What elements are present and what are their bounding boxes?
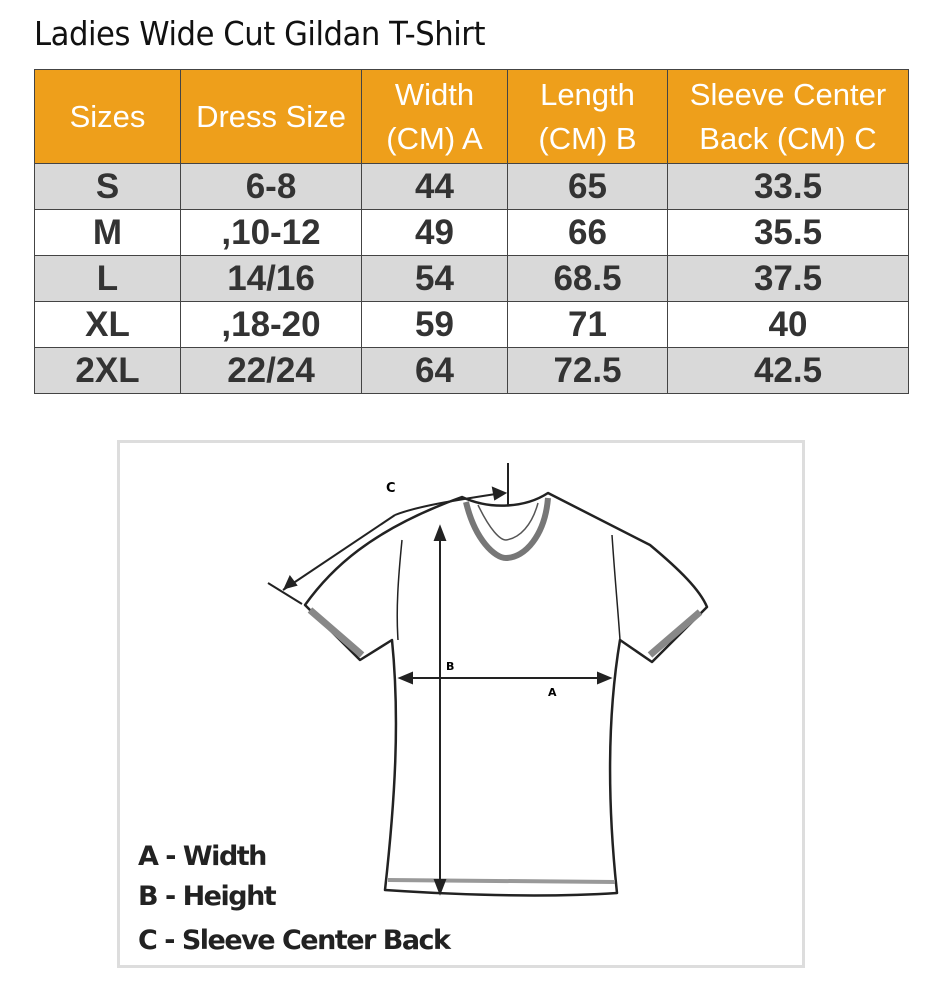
cell-sleeve: 40: [667, 301, 909, 348]
cell-sleeve: 33.5: [667, 163, 909, 210]
tshirt-collar-inner: [477, 502, 539, 541]
tshirt-illustration: C B A: [267, 463, 709, 897]
legend-a: A - Width: [138, 841, 267, 872]
left-sleeve-hem: [307, 607, 365, 658]
legend-c: C - Sleeve Center Back: [138, 925, 451, 956]
measure-line-c: [282, 514, 396, 591]
cell-length: 68.5: [507, 255, 668, 302]
cell-width: 54: [361, 255, 508, 302]
size-chart-table: Sizes Dress Size Width (CM) A Length (CM…: [34, 69, 909, 394]
header-sleeve: Sleeve Center Back (CM) C: [667, 69, 909, 164]
cell-sleeve: 42.5: [667, 347, 909, 394]
header-dress-size: Dress Size: [180, 69, 362, 164]
cell-size: L: [34, 255, 181, 302]
tshirt-collar: [463, 497, 551, 561]
table-row: S 6-8 44 65 33.5: [34, 163, 909, 210]
cell-length: 72.5: [507, 347, 668, 394]
bottom-hem: [387, 878, 616, 884]
cell-dress-size: ,10-12: [180, 209, 362, 256]
table-header-row: Sizes Dress Size Width (CM) A Length (CM…: [34, 69, 909, 164]
table-row: 2XL 22/24 64 72.5 42.5: [34, 347, 909, 394]
cell-size: S: [34, 163, 181, 210]
cell-length: 66: [507, 209, 668, 256]
cell-dress-size: ,18-20: [180, 301, 362, 348]
header-length: Length (CM) B: [507, 69, 668, 164]
right-sleeve-hem: [647, 609, 703, 658]
cell-width: 44: [361, 163, 508, 210]
cell-dress-size: 22/24: [180, 347, 362, 394]
table-row: M ,10-12 49 66 35.5: [34, 209, 909, 256]
header-sizes: Sizes: [34, 69, 181, 164]
cell-dress-size: 6-8: [180, 163, 362, 210]
page-title: Ladies Wide Cut Gildan T-Shirt: [34, 14, 486, 53]
measurement-diagram: C B A A - Width B - Height C - Sleeve Ce…: [117, 440, 805, 968]
cell-width: 64: [361, 347, 508, 394]
cell-size: XL: [34, 301, 181, 348]
label-a: A: [548, 686, 557, 699]
tshirt-outline: [303, 491, 709, 897]
cell-sleeve: 37.5: [667, 255, 909, 302]
cell-length: 65: [507, 163, 668, 210]
cell-sleeve: 35.5: [667, 209, 909, 256]
label-b: B: [446, 660, 454, 673]
cell-width: 59: [361, 301, 508, 348]
cell-size: M: [34, 209, 181, 256]
cell-length: 71: [507, 301, 668, 348]
cell-size: 2XL: [34, 347, 181, 394]
label-c: C: [386, 481, 396, 496]
table-row: XL ,18-20 59 71 40: [34, 301, 909, 348]
cell-dress-size: 14/16: [180, 255, 362, 302]
legend-b: B - Height: [138, 881, 277, 912]
header-width: Width (CM) A: [361, 69, 508, 164]
table-row: L 14/16 54 68.5 37.5: [34, 255, 909, 302]
cell-width: 49: [361, 209, 508, 256]
